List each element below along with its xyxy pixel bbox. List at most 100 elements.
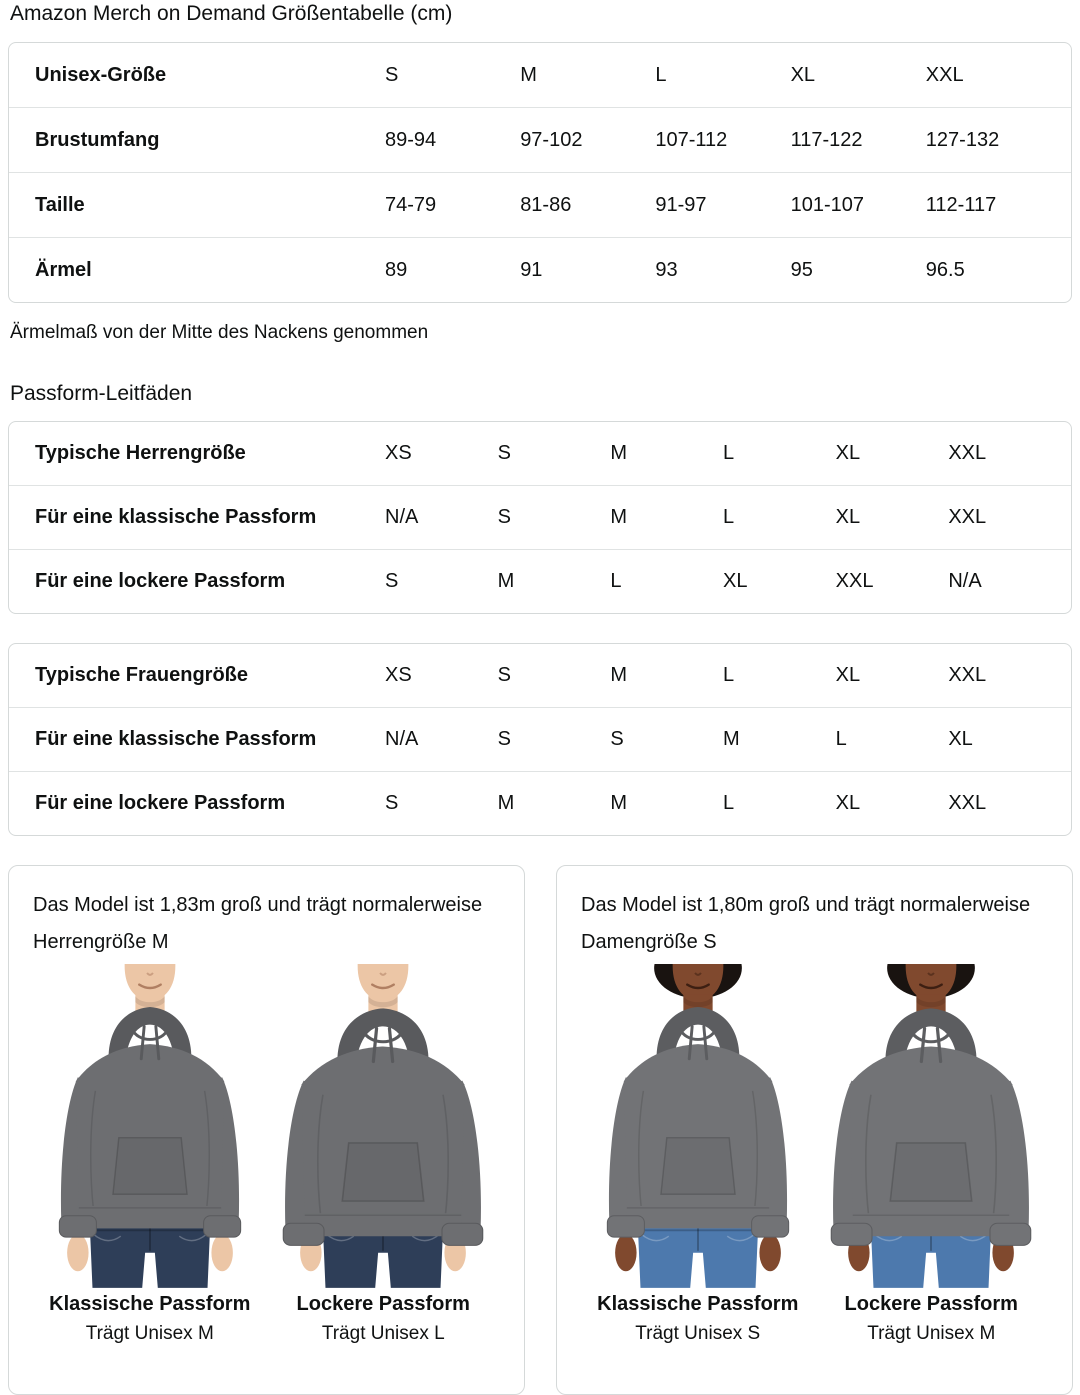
fit-cell: XL [722, 570, 748, 592]
size-header-cell: XL [790, 63, 816, 86]
measure-cell: 97-102 [520, 128, 583, 151]
fit-cell: L [722, 442, 735, 464]
sleeve-measure-note: Ärmelmaß von der Mitte des Nackens genom… [10, 322, 429, 343]
measure-cell: 96.5 [925, 258, 965, 281]
fit-cell: XL [948, 728, 973, 750]
fit-cell: L [722, 664, 735, 686]
mens-model-card: Das Model ist 1,83m groß und trägt norma… [8, 865, 525, 1395]
measure-cell: 89-94 [385, 128, 437, 151]
model-figure-classic: Klassische Passform Trägt Unisex S [581, 964, 815, 1345]
measure-cell: 112-117 [925, 193, 997, 216]
row-label: Unisex-Größe [35, 63, 167, 86]
size-header-cell: M [520, 63, 537, 86]
table-row: Für eine klassische Passform N/A S S M L… [9, 707, 1071, 771]
fit-cell: S [385, 792, 399, 814]
size-header-cell: S [385, 63, 399, 86]
fit-cell: M [497, 570, 515, 592]
size-header-cell: XXL [925, 63, 964, 86]
row-label: Typische Herrengröße [35, 442, 246, 464]
fit-cell: S [497, 506, 511, 528]
fit-cell: XXL [948, 506, 987, 528]
fit-label: Lockere Passform [844, 1293, 1018, 1315]
fit-cell: XL [835, 506, 861, 528]
fit-cell: XL [835, 442, 861, 464]
model-description: Das Model ist 1,83m groß und trägt norma… [33, 894, 483, 953]
table-row: Ärmel 89 91 93 95 96.5 [9, 237, 1071, 302]
fit-cell: L [835, 728, 847, 750]
table-row: Typische Frauengröße XS S M L XL XXL [9, 644, 1071, 707]
fit-cell: S [497, 664, 511, 686]
model-figure-loose: Lockere Passform Trägt Unisex L [267, 964, 501, 1345]
measure-cell: 93 [655, 258, 678, 281]
fit-label: Lockere Passform [296, 1293, 470, 1315]
measure-cell: 91 [520, 258, 543, 281]
fit-label: Klassische Passform [49, 1293, 251, 1315]
measure-cell: 89 [385, 258, 408, 281]
table-row: Für eine klassische Passform N/A S M L X… [9, 485, 1071, 549]
female-model-loose-photo [830, 964, 1032, 1288]
womens-model-card: Das Model ist 1,80m groß und trägt norma… [556, 865, 1073, 1395]
fit-cell: S [385, 570, 399, 592]
table-row: Für eine lockere Passform S M M L XL XXL [9, 771, 1071, 835]
fit-cell: XXL [948, 792, 987, 814]
table-header-row: Unisex-Größe S M L XL XXL [9, 43, 1071, 107]
measure-cell: 101-107 [790, 193, 864, 216]
fit-cell: N/A [948, 570, 982, 592]
row-label: Für eine klassische Passform [35, 728, 317, 750]
table-row: Brustumfang 89-94 97-102 107-112 117-122… [9, 107, 1071, 172]
measure-cell: 74-79 [385, 193, 437, 216]
fit-label: Klassische Passform [597, 1293, 799, 1315]
row-label: Für eine lockere Passform [35, 570, 286, 592]
fit-cell: S [610, 728, 624, 750]
fit-cell: M [610, 792, 627, 814]
fit-cell: XS [385, 664, 412, 686]
row-label: Für eine lockere Passform [35, 792, 286, 814]
fit-cell: L [722, 506, 735, 528]
size-label: Trägt Unisex L [321, 1323, 445, 1344]
male-model-loose-photo [282, 964, 484, 1288]
fit-cell: N/A [385, 728, 419, 750]
page-title: Amazon Merch on Demand Größentabelle (cm… [10, 2, 453, 25]
size-label: Trägt Unisex M [85, 1323, 214, 1344]
fit-cell: XXL [948, 442, 987, 464]
fit-cell: M [610, 442, 627, 464]
fit-cell: XL [835, 792, 861, 814]
model-cards: Das Model ist 1,83m groß und trägt norma… [8, 865, 1073, 1395]
fit-cell: XXL [835, 570, 874, 592]
measure-cell: 95 [790, 258, 813, 281]
fit-cell: L [610, 570, 622, 592]
size-label: Trägt Unisex S [635, 1323, 761, 1344]
unisex-size-table: Unisex-Größe S M L XL XXL Brustumfang 89… [8, 42, 1072, 303]
size-label: Trägt Unisex M [867, 1323, 996, 1344]
row-label: Für eine klassische Passform [35, 506, 317, 528]
fit-cell: N/A [385, 506, 419, 528]
fit-cell: L [722, 792, 735, 814]
table-row: Taille 74-79 81-86 91-97 101-107 112-117 [9, 172, 1071, 237]
row-label: Typische Frauengröße [35, 664, 249, 686]
male-model-classic-photo [58, 964, 242, 1288]
model-description: Das Model ist 1,80m groß und trägt norma… [581, 894, 1031, 953]
fit-cell: XS [385, 442, 412, 464]
model-figure-classic: Klassische Passform Trägt Unisex M [33, 964, 267, 1345]
row-label: Brustumfang [35, 128, 160, 151]
fit-cell: S [497, 442, 511, 464]
fit-guides-heading: Passform-Leitfäden [10, 382, 193, 405]
female-model-classic-photo [606, 964, 790, 1288]
row-label: Taille [35, 193, 85, 216]
fit-cell: XL [835, 664, 861, 686]
measure-cell: 127-132 [925, 128, 1000, 151]
measure-cell: 117-122 [790, 128, 863, 151]
fit-cell: M [610, 664, 627, 686]
womens-fit-table: Typische Frauengröße XS S M L XL XXL Für… [8, 643, 1072, 836]
fit-cell: M [722, 728, 740, 750]
fit-cell: XXL [948, 664, 987, 686]
fit-cell: M [497, 792, 515, 814]
mens-fit-table: Typische Herrengröße XS S M L XL XXL Für… [8, 421, 1072, 614]
table-row: Typische Herrengröße XS S M L XL XXL [9, 422, 1071, 485]
measure-cell: 81-86 [520, 193, 572, 216]
model-figure-loose: Lockere Passform Trägt Unisex M [815, 964, 1049, 1345]
fit-cell: S [497, 728, 511, 750]
table-row: Für eine lockere Passform S M L XL XXL N… [9, 549, 1071, 613]
measure-cell: 107-112 [655, 128, 728, 151]
